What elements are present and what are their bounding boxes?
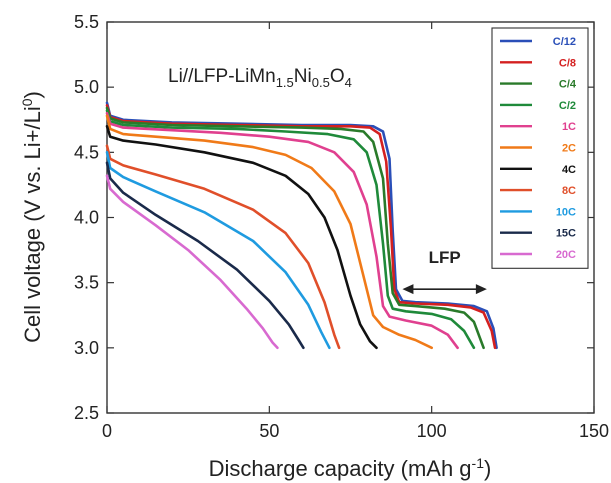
legend-label-8: 10C xyxy=(556,206,576,218)
series-line-6 xyxy=(105,125,378,350)
legend: C/12 C/8 C/4 C/2 1C 2C 4C 8C 10C 15C 20C xyxy=(491,27,589,269)
y-tick-label-4: 4.5 xyxy=(74,142,99,162)
cell-formula-label: Li//LFP-LiMn1.5Ni0.5O4 xyxy=(168,66,352,90)
y-tick-label-2: 3.5 xyxy=(74,273,99,293)
series-line-2 xyxy=(105,106,485,350)
y-tick-label-6: 5.5 xyxy=(74,12,99,32)
series-line-5 xyxy=(105,114,434,350)
lfp-label: LFP xyxy=(429,248,461,267)
x-axis-title: Discharge capacity (mAh g-1) xyxy=(209,455,492,481)
series-line-4 xyxy=(105,111,459,350)
legend-label-5: 2C xyxy=(562,143,576,155)
legend-label-9: 15C xyxy=(556,228,576,240)
series-line-7 xyxy=(105,144,341,350)
legend-label-0: C/12 xyxy=(553,36,576,48)
axis-ticks xyxy=(106,21,595,414)
y-tick-label-5: 5.0 xyxy=(74,77,99,97)
x-tick-label-1: 50 xyxy=(259,421,279,441)
y-tick-label-3: 4.0 xyxy=(74,208,99,228)
legend-label-7: 8C xyxy=(562,185,576,197)
y-tick-label-1: 3.0 xyxy=(74,338,99,358)
legend-label-10: 20C xyxy=(556,249,576,261)
series-line-3 xyxy=(105,109,476,350)
legend-label-1: C/8 xyxy=(559,57,576,69)
y-tick-label-0: 2.5 xyxy=(74,403,99,423)
legend-label-2: C/4 xyxy=(559,79,577,91)
y-axis-title: Cell voltage (V vs. Li+/Li0) xyxy=(19,91,45,343)
lfp-arrow-head-right xyxy=(475,284,487,295)
lfp-arrow-head-left xyxy=(402,284,414,295)
series-line-8 xyxy=(105,151,331,350)
legend-label-4: 1C xyxy=(562,121,576,133)
x-tick-label-2: 100 xyxy=(417,421,447,441)
series-line-9 xyxy=(105,161,305,350)
lfp-plateau-annotation: LFP xyxy=(402,248,487,295)
series-lines xyxy=(105,101,498,350)
legend-label-6: 4C xyxy=(562,164,576,176)
legend-label-3: C/2 xyxy=(559,100,576,112)
series-line-10 xyxy=(105,174,279,350)
axis-tick-labels: 0 50 100 150 2.5 3.0 3.5 4.0 4.5 5.0 5.5 xyxy=(74,12,609,441)
x-tick-label-0: 0 xyxy=(102,421,112,441)
x-tick-label-3: 150 xyxy=(579,421,609,441)
